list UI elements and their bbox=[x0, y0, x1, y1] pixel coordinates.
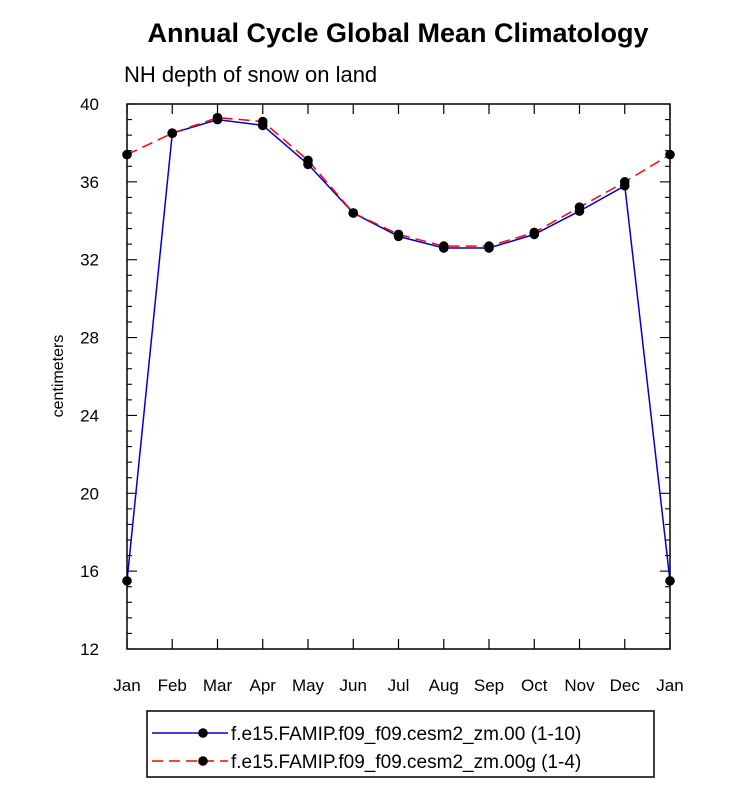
series-0-line bbox=[126, 118, 671, 581]
plot-series bbox=[122, 112, 675, 586]
y-tick-label: 24 bbox=[80, 406, 99, 425]
legend-label: f.e15.FAMIP.f09_f09.cesm2_zm.00g (1-4) bbox=[231, 752, 581, 773]
chart-title: Annual Cycle Global Mean Climatology bbox=[147, 18, 648, 48]
y-axis-label: centimeters bbox=[50, 335, 67, 418]
chart-subtitle: NH depth of snow on land bbox=[124, 62, 377, 87]
plot-frame bbox=[126, 103, 671, 650]
x-tick-label: Jan bbox=[113, 676, 140, 695]
axis-ticks bbox=[126, 103, 671, 650]
y-tick-label: 20 bbox=[80, 484, 99, 503]
y-tick-label: 28 bbox=[80, 329, 99, 348]
y-tick-label: 16 bbox=[80, 562, 99, 581]
series-1-point bbox=[348, 208, 359, 218]
legend-label: f.e15.FAMIP.f09_f09.cesm2_zm.00 (1-10) bbox=[231, 724, 581, 745]
legend: f.e15.FAMIP.f09_f09.cesm2_zm.00 (1-10) f.… bbox=[146, 710, 655, 778]
legend-swatch-marker bbox=[198, 756, 208, 766]
series-1-point bbox=[484, 241, 494, 251]
x-tick-label: Dec bbox=[610, 676, 641, 695]
legend-box bbox=[146, 710, 655, 778]
x-tick-label: Mar bbox=[203, 676, 233, 695]
x-tick-label: Sep bbox=[474, 676, 504, 695]
y-tick-label: 12 bbox=[80, 640, 99, 659]
series-1-point bbox=[303, 155, 313, 166]
legend-swatch-marker bbox=[198, 728, 208, 738]
series-1-point bbox=[257, 116, 268, 127]
x-tick-label: Jul bbox=[388, 676, 410, 695]
x-tick-label: Aug bbox=[429, 676, 459, 695]
y-tick-label: 36 bbox=[80, 173, 99, 192]
series-1-point bbox=[212, 112, 223, 123]
x-tick-labels: Jan Feb Mar Apr May Jun Jul Aug Sep Oct Nov Dec Jan bbox=[113, 676, 683, 695]
y-tick-label: 32 bbox=[80, 251, 99, 270]
y-tick-label: 40 bbox=[80, 95, 99, 114]
x-tick-label: Jan bbox=[656, 676, 683, 695]
series-1-point bbox=[393, 229, 404, 240]
x-tick-label: Jun bbox=[340, 676, 367, 695]
x-tick-label: Apr bbox=[250, 676, 277, 695]
x-tick-label: Feb bbox=[158, 676, 187, 695]
x-tick-label: May bbox=[292, 676, 325, 695]
x-tick-label: Oct bbox=[521, 676, 548, 695]
series-1-point bbox=[574, 202, 585, 212]
series-1-line bbox=[126, 116, 671, 247]
x-tick-label: Nov bbox=[564, 676, 595, 695]
series-1-point bbox=[167, 128, 178, 138]
y-tick-labels: 12 16 20 24 28 32 36 40 bbox=[80, 95, 99, 659]
series-1-point bbox=[529, 227, 540, 238]
series-1-point bbox=[438, 241, 449, 251]
series-1-point bbox=[619, 177, 630, 187]
